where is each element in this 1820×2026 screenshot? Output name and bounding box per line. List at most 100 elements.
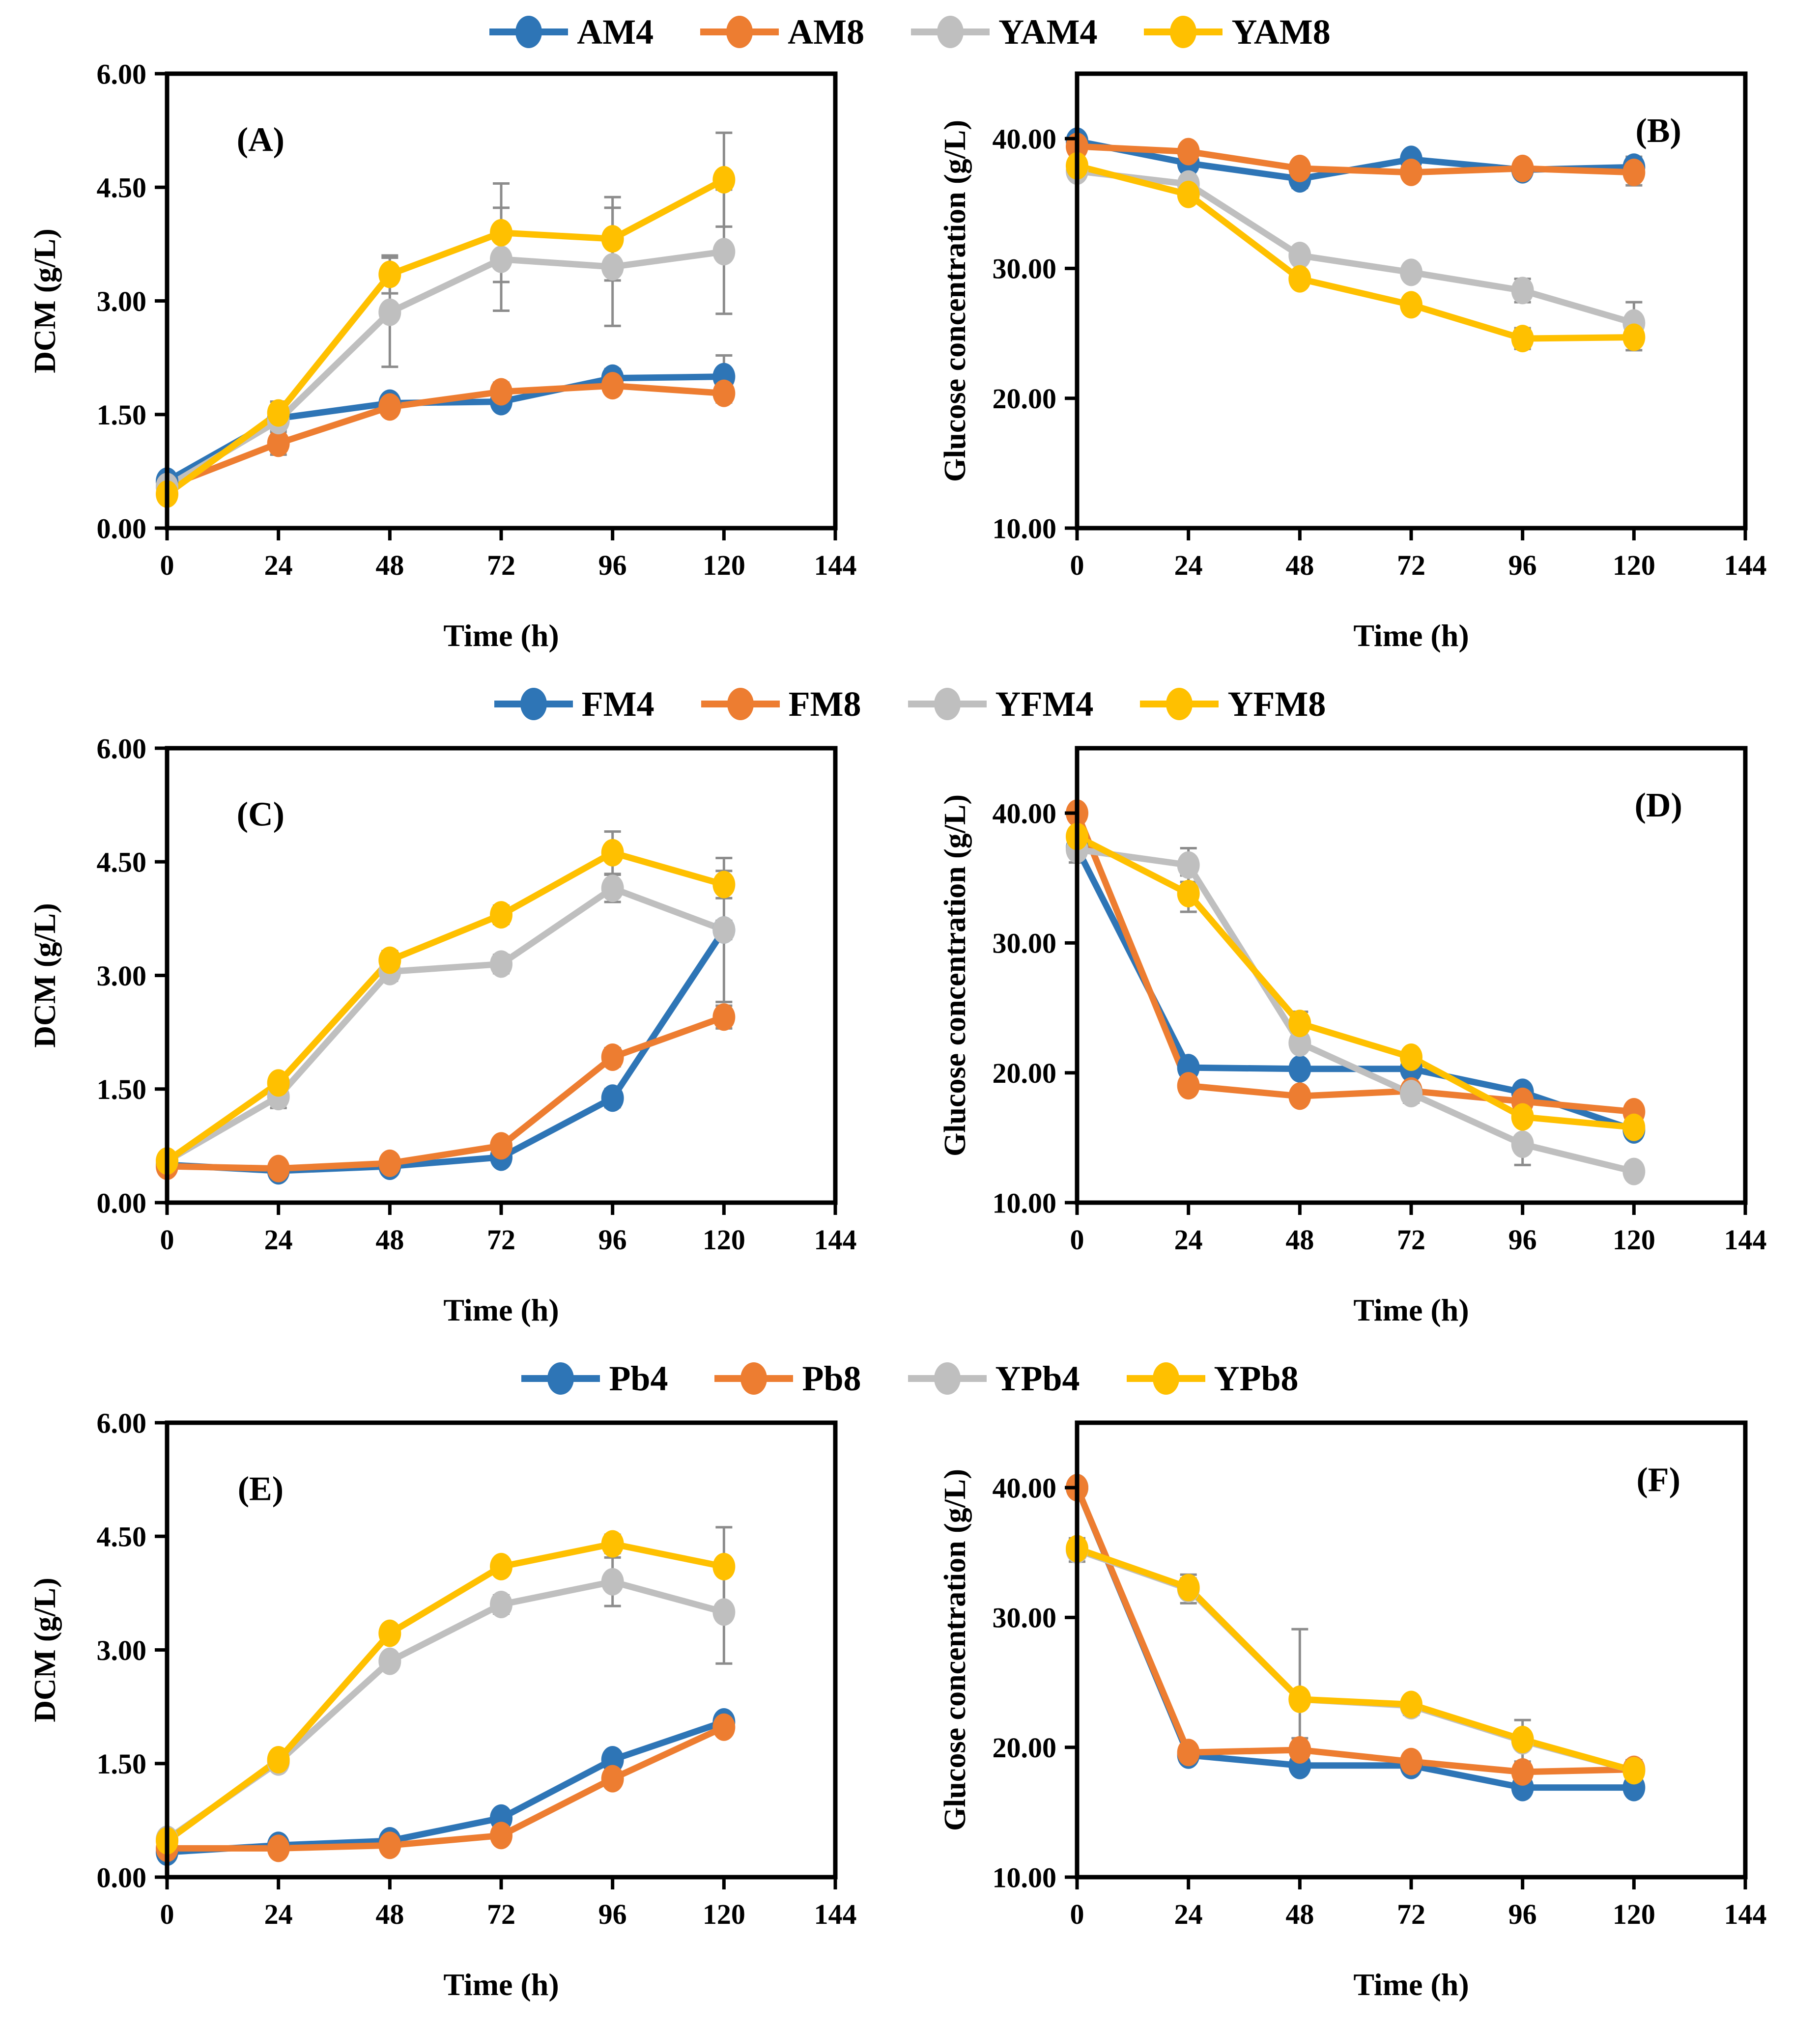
- y-tick-label: 20.00: [993, 1057, 1057, 1089]
- y-tick-label: 30.00: [993, 928, 1057, 959]
- data-marker-YFM4-24h: [1177, 851, 1200, 879]
- x-tick-label: 24: [264, 549, 293, 581]
- legend-item-YAM4: YAM4: [911, 12, 1097, 52]
- data-marker-YPb4-120h: [712, 1598, 736, 1626]
- data-marker-YFM8-120h: [1622, 1113, 1646, 1141]
- x-axis-title: Time (h): [443, 1293, 559, 1327]
- legend-label: YPb4: [995, 1359, 1080, 1398]
- legend-item-Pb4: Pb4: [521, 1359, 668, 1398]
- chart-A: 0 24 48 72 96 120 144 0.00 1.50 3.00 4.50 6.00 Time …: [28, 58, 857, 653]
- legend-item-Pb8: Pb8: [714, 1359, 861, 1398]
- legend-item-YPb4: YPb4: [908, 1359, 1080, 1398]
- legend-item-FM4: FM4: [494, 684, 654, 724]
- data-marker-YFM8-72h: [1400, 1043, 1422, 1071]
- x-tick-label: 48: [375, 1224, 404, 1256]
- y-tick-label: 40.00: [993, 1472, 1057, 1504]
- series-line-YAM4: [164, 248, 727, 490]
- y-tick-label: 10.00: [993, 512, 1057, 544]
- data-marker-YPb8-120h: [712, 1552, 736, 1580]
- x-tick-label: 48: [1285, 549, 1314, 581]
- data-marker-FM4-96h: [601, 1084, 624, 1112]
- series-line-YPb4: [164, 1578, 727, 1843]
- data-marker-YAM8-96h: [1511, 325, 1534, 353]
- x-tick-label: 72: [487, 1224, 515, 1256]
- x-tick-label: 0: [1070, 1898, 1084, 1930]
- legend-item-YAM8: YAM8: [1144, 12, 1331, 52]
- x-tick-label: 48: [375, 549, 404, 581]
- data-marker-Pb8-72h: [490, 1822, 512, 1850]
- series-line-YPb8: [164, 1541, 727, 1844]
- y-tick-label: 0.00: [97, 1861, 147, 1893]
- legend-marker-icon: [908, 688, 987, 720]
- legend-item-AM8: AM8: [700, 12, 864, 52]
- data-marker-AM8-72h: [1400, 158, 1422, 186]
- legend-dot: [934, 688, 961, 720]
- legend-label: AM4: [577, 12, 654, 52]
- legend-marker-icon: [908, 1362, 987, 1395]
- data-marker-YAM4-120h: [712, 238, 736, 266]
- legend-row-3: Pb4 Pb8 YPb4 YPb8: [0, 1349, 1820, 1408]
- legend-label: FM4: [581, 684, 654, 724]
- y-tick-label: 6.00: [97, 58, 147, 90]
- x-tick-label: 144: [1724, 1898, 1767, 1930]
- x-tick-label: 48: [375, 1898, 404, 1930]
- legend-dot: [1170, 16, 1197, 48]
- data-marker-YAM8-24h: [1177, 180, 1200, 208]
- x-tick-label: 72: [487, 1898, 515, 1930]
- legend-marker-icon: [714, 1362, 794, 1395]
- legend-dot: [515, 16, 542, 48]
- legend-dot: [1166, 688, 1193, 720]
- x-tick-label: 24: [264, 1898, 293, 1930]
- x-axis-title: Time (h): [1353, 618, 1469, 653]
- x-axis-title: Time (h): [443, 618, 559, 653]
- x-tick-label: 144: [814, 1224, 857, 1256]
- data-marker-FM8-96h: [601, 1043, 624, 1071]
- y-axis-title: Glucose concentration (g/L): [938, 794, 972, 1156]
- series-line-FM4: [1074, 845, 1637, 1133]
- series-line-Pb4: [1074, 1484, 1637, 1791]
- data-marker-YAM4-72h: [490, 245, 512, 273]
- panel-B: 0 24 48 72 96 120 144 10.00 20.00 30.00 40.00 Time …: [930, 56, 1820, 675]
- panel-letter: (B): [1636, 112, 1681, 150]
- x-tick-label: 0: [160, 549, 174, 581]
- legend-label: YAM4: [998, 12, 1098, 52]
- legend-marker-icon: [911, 16, 990, 48]
- y-tick-label: 0.00: [97, 1187, 147, 1219]
- x-tick-label: 72: [1397, 549, 1425, 581]
- series-line-YFM4: [1074, 846, 1637, 1175]
- data-marker-YPb8-48h: [1288, 1685, 1311, 1713]
- legend-dot: [1152, 1362, 1179, 1395]
- legend-marker-icon: [1140, 688, 1219, 720]
- data-marker-Pb8-48h: [1288, 1736, 1311, 1764]
- data-marker-AM8-24h: [267, 429, 290, 457]
- legend-label: YFM8: [1227, 684, 1326, 724]
- data-marker-YPb4-72h: [490, 1591, 512, 1618]
- series-line-YFM8: [164, 849, 727, 1164]
- legend-marker-icon: [489, 16, 569, 48]
- data-marker-YAM4-96h: [601, 253, 624, 281]
- legend-label: YAM8: [1231, 12, 1331, 52]
- data-marker-AM8-48h: [1288, 154, 1311, 182]
- y-tick-label: 20.00: [993, 1732, 1057, 1764]
- data-marker-AM8-120h: [1622, 158, 1646, 186]
- chart-C: 0 24 48 72 96 120 144 0.00 1.50 3.00 4.50 6.00 Time …: [28, 732, 857, 1327]
- x-tick-label: 120: [703, 1224, 745, 1256]
- y-tick-label: 4.50: [97, 172, 147, 204]
- data-marker-YFM8-24h: [1177, 880, 1200, 907]
- series-line-Pb8: [164, 1724, 727, 1852]
- x-tick-label: 120: [703, 549, 745, 581]
- data-marker-YFM4-120h: [1622, 1157, 1646, 1185]
- x-tick-label: 120: [703, 1898, 745, 1930]
- y-tick-label: 20.00: [993, 383, 1057, 415]
- data-marker-YAM8-96h: [601, 225, 624, 253]
- data-marker-YFM8-24h: [267, 1069, 290, 1097]
- data-marker-YFM8-96h: [601, 839, 624, 867]
- legend-dot: [937, 16, 964, 48]
- data-marker-FM4-48h: [1288, 1055, 1311, 1083]
- panel-E: 0 24 48 72 96 120 144 0.00 1.50 3.00 4.50 6.00 Time …: [20, 1406, 910, 2024]
- x-tick-label: 48: [1285, 1224, 1314, 1256]
- series-line-YAM4: [1074, 168, 1637, 326]
- y-tick-label: 1.50: [97, 399, 147, 431]
- data-marker-YAM8-48h: [1288, 265, 1311, 293]
- data-marker-YAM8-24h: [267, 399, 290, 427]
